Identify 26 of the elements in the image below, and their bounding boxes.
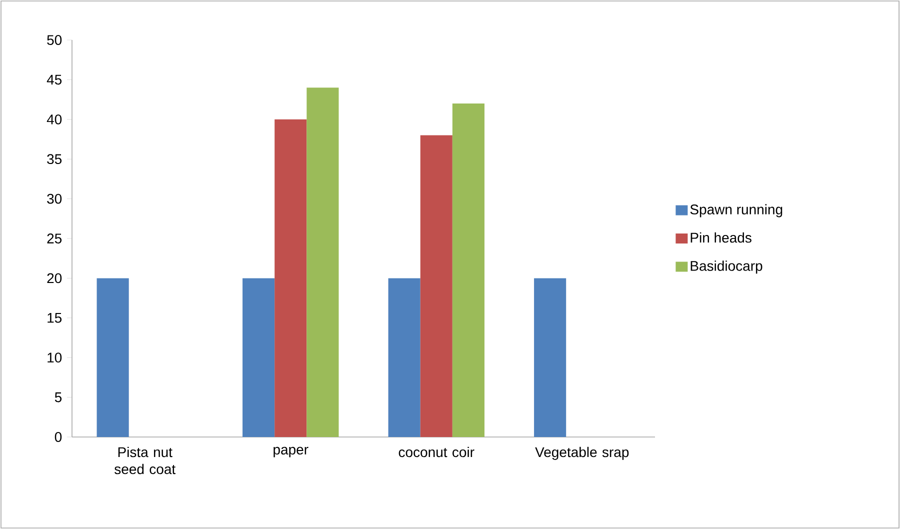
legend-label: Spawn running xyxy=(690,204,782,218)
y-tick-label: 15 xyxy=(48,313,62,323)
x-tick-label: paper xyxy=(274,446,308,458)
y-tick-label: 35 xyxy=(47,154,62,164)
bar xyxy=(420,135,452,437)
bar xyxy=(534,278,566,437)
legend-label: Basidiocarp xyxy=(690,260,762,274)
bar xyxy=(452,104,484,437)
y-tick-label: 45 xyxy=(46,74,62,85)
bar xyxy=(96,278,129,437)
y-tick-label: 50 xyxy=(47,35,62,45)
bar xyxy=(274,119,307,437)
bar xyxy=(242,278,275,437)
y-tick-label: 25 xyxy=(47,234,62,244)
bar xyxy=(388,278,420,437)
y-tick-label: 5 xyxy=(54,392,62,402)
bar xyxy=(306,88,339,437)
y-tick-label: 20 xyxy=(47,273,62,284)
y-tick-label: 10 xyxy=(48,352,62,363)
x-tick-label: coconut coir xyxy=(398,446,474,458)
x-tick-label: Vegetable srap xyxy=(535,446,629,460)
legend-label: Pin heads xyxy=(690,232,752,243)
y-tick-label: 30 xyxy=(47,194,62,204)
y-tick-label: 0 xyxy=(54,432,62,442)
x-tick-label: Pista nut seed coat xyxy=(114,446,176,474)
y-tick-label: 40 xyxy=(46,114,62,124)
